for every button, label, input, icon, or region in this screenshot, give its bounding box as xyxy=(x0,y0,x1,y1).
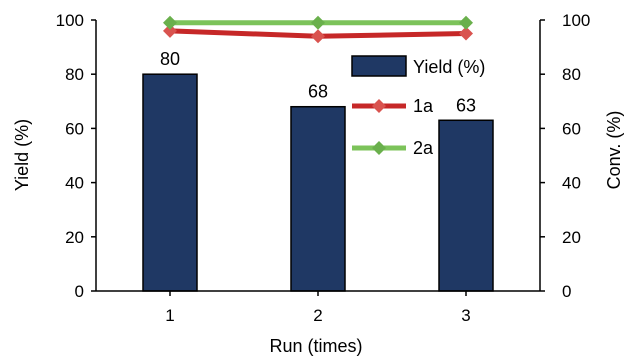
legend-label-1a: 1a xyxy=(413,96,434,116)
bar-data-label-2: 68 xyxy=(308,82,328,102)
bar-run-1 xyxy=(142,73,198,292)
x-tick-label-1: 1 xyxy=(165,306,174,325)
bar-run-3 xyxy=(438,119,494,292)
series-marker-2a-3 xyxy=(459,15,473,30)
legend-label-2a: 2a xyxy=(413,138,434,158)
series-marker-1a-2 xyxy=(311,29,325,44)
y2-tick-label-20: 20 xyxy=(562,228,581,247)
y-axis-title: Yield (%) xyxy=(12,119,32,191)
series-marker-1a-3 xyxy=(459,26,473,41)
axes-layer: 0 20 40 60 80 100 0 20 40 60 80 100 1 2 3 xyxy=(56,11,591,325)
legend-swatch-yield xyxy=(351,55,407,77)
y-tick-label-40: 40 xyxy=(65,174,84,193)
bar-data-label-1: 80 xyxy=(160,49,180,69)
legend-marker-1a xyxy=(372,99,386,113)
legend-marker-2a xyxy=(372,141,386,155)
lines-layer xyxy=(163,15,473,44)
y2-tick-label-60: 60 xyxy=(562,119,581,138)
series-marker-1a-1 xyxy=(163,23,177,38)
bar-run-2 xyxy=(290,105,346,292)
legend-label-yield: Yield (%) xyxy=(413,57,485,77)
y2-tick-label-40: 40 xyxy=(562,174,581,193)
x-tick-label-2: 2 xyxy=(313,306,322,325)
y-tick-label-0: 0 xyxy=(75,282,84,301)
y-tick-label-60: 60 xyxy=(65,119,84,138)
legend: Yield (%) 1a 2a xyxy=(351,55,485,158)
y2-tick-label-0: 0 xyxy=(562,282,571,301)
y2-tick-label-100: 100 xyxy=(562,11,590,30)
y2-tick-label-80: 80 xyxy=(562,65,581,84)
x-axis-title: Run (times) xyxy=(269,336,362,356)
y-tick-label-20: 20 xyxy=(65,228,84,247)
x-tick-label-3: 3 xyxy=(461,306,470,325)
labels-layer: 80 68 63 xyxy=(160,49,476,115)
bar-data-label-3: 63 xyxy=(456,95,476,115)
y2-axis-title: Conv. (%) xyxy=(604,111,624,190)
series-marker-2a-1 xyxy=(163,15,177,30)
y-tick-label-100: 100 xyxy=(56,11,84,30)
bars-layer xyxy=(142,73,494,292)
y-tick-label-80: 80 xyxy=(65,65,84,84)
series-marker-2a-2 xyxy=(311,15,325,30)
